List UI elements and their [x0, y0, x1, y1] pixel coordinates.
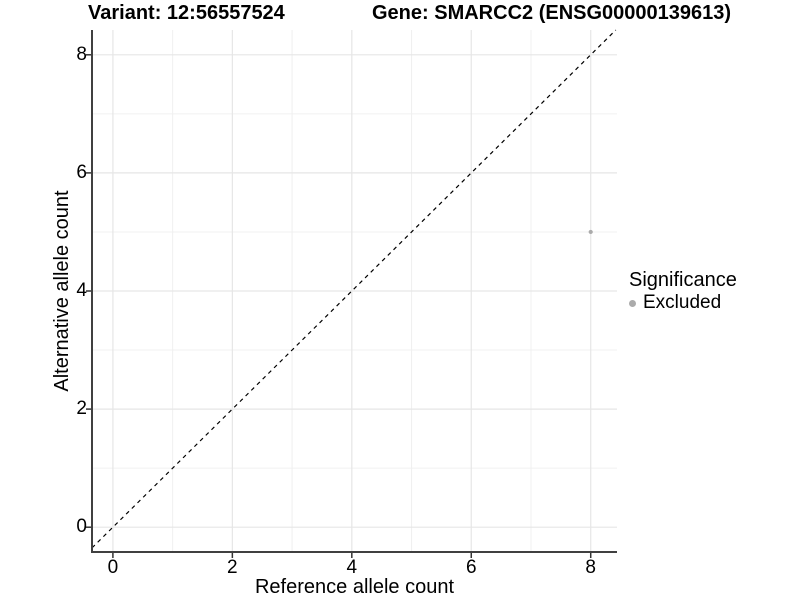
- y-tick-label: 6: [76, 161, 87, 183]
- x-tick-label: 2: [227, 557, 238, 578]
- plot-title-gene: Gene: SMARCC2 (ENSG00000139613): [372, 2, 732, 24]
- y-tick-label: 0: [76, 516, 87, 538]
- y-axis-title: Alternative allele count: [51, 190, 73, 392]
- y-tick-label: 4: [76, 280, 87, 301]
- x-tick-label: 8: [585, 557, 596, 578]
- legend-item-label: Excluded: [643, 292, 722, 313]
- y-tick-label: 2: [76, 398, 87, 420]
- data-point: [588, 229, 593, 235]
- identity-reference-line: [91, 29, 617, 549]
- plot-title-variant: Variant: 12:56557524: [88, 2, 285, 24]
- y-tick-label: 8: [76, 43, 87, 65]
- x-tick-label: 0: [107, 557, 119, 578]
- x-axis-title: Reference allele count: [254, 576, 454, 598]
- legend-key-point-icon: [629, 299, 636, 307]
- legend-item: Excluded: [629, 292, 737, 314]
- x-tick-label: 4: [346, 557, 358, 578]
- legend-title: Significance: [629, 269, 737, 291]
- legend-items: Excluded: [629, 292, 737, 314]
- x-tick-label: 6: [465, 557, 477, 578]
- legend: Significance Excluded: [629, 268, 737, 314]
